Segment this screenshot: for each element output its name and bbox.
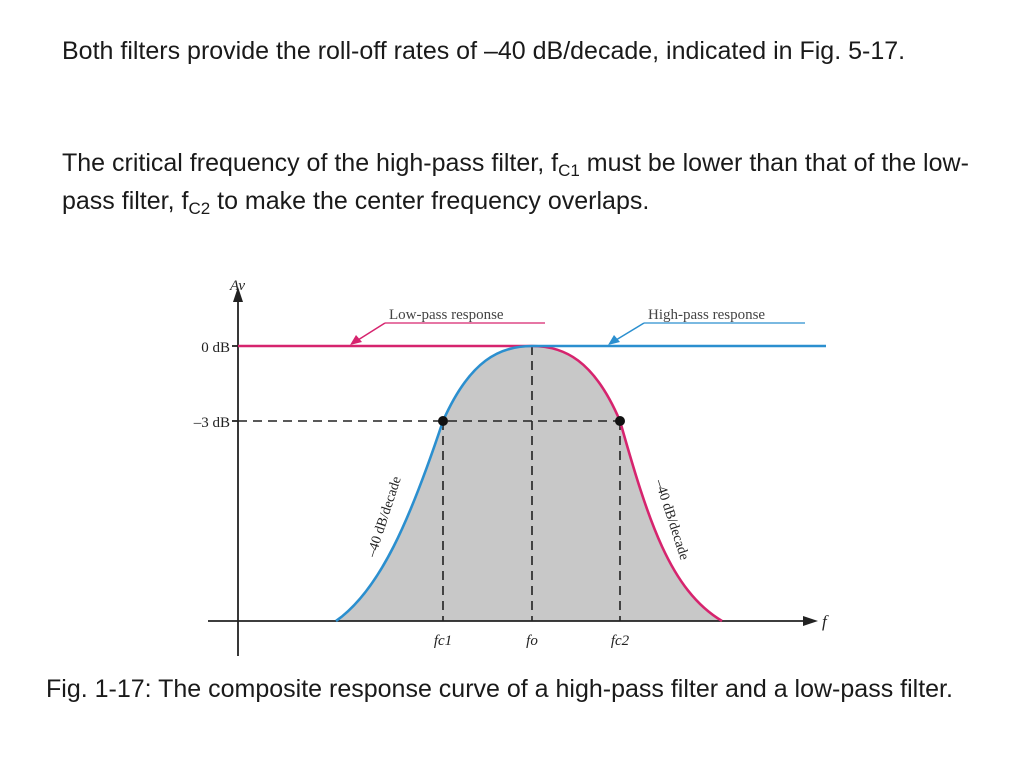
low-pass-arrow-icon: [350, 335, 362, 345]
x-tick-label-fo: fo: [526, 633, 538, 649]
axes: [208, 300, 806, 656]
high-pass-response-label: High-pass response: [648, 307, 765, 323]
paragraph-rolloff-text: Both filters provide the roll-off rates …: [62, 37, 906, 65]
paragraph-critical-text-a: The critical frequency of the high-pass …: [62, 149, 559, 177]
high-pass-pointer: [608, 322, 805, 345]
y-axis-label: Av: [229, 278, 245, 294]
tick-label-0db: 0 dB: [201, 340, 230, 356]
passband-fill: [336, 346, 722, 621]
fc1-point: [438, 416, 448, 426]
paragraph-rolloff: Both filters provide the roll-off rates …: [62, 32, 992, 70]
high-pass-arrow-icon: [608, 335, 620, 345]
x-axis-arrow-icon: [803, 616, 818, 626]
paragraph-critical-text-c: to make the center frequency overlaps.: [210, 187, 650, 215]
figure-caption: Fig. 1-17: The composite response curve …: [46, 670, 976, 708]
subscript-c2: C2: [188, 199, 211, 218]
x-axis-label: f: [822, 612, 829, 631]
dashed-guides: [238, 346, 621, 621]
subscript-c1: C1: [558, 161, 580, 180]
high-pass-curve: [335, 344, 826, 623]
low-pass-response-label: Low-pass response: [389, 307, 504, 323]
paragraph-critical-frequency: The critical frequency of the high-pass …: [62, 144, 992, 220]
fc2-point: [615, 416, 625, 426]
tick-label-minus3db: –3 dB: [193, 415, 230, 431]
y-axis-arrow-icon: [233, 287, 243, 302]
low-pass-curve: [238, 344, 723, 623]
x-tick-label-fc1: fc1: [434, 633, 452, 649]
x-tick-label-fc2: fc2: [611, 633, 630, 649]
low-pass-pointer: [350, 322, 545, 345]
figure-caption-text: Fig. 1-17: The composite response curve …: [46, 675, 953, 703]
response-curve-figure: Av 0 dB –3 dB f fc1 fo fc2 Low-pass resp…: [193, 278, 829, 656]
paragraph-critical-text-b: must be lower than that of the low-pass …: [62, 149, 969, 215]
